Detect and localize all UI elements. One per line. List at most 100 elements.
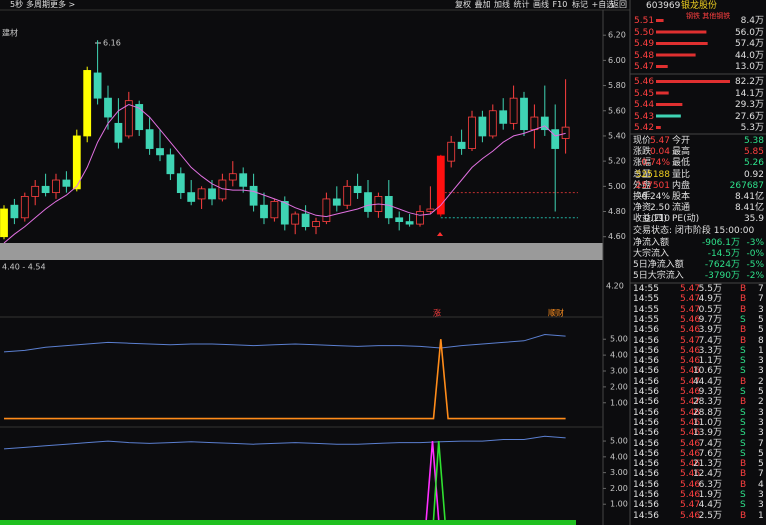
- toolbar-button[interactable]: 多周期: [26, 0, 50, 9]
- toolbar-button[interactable]: 标记: [572, 0, 588, 9]
- trade-volume: 1.9万: [698, 490, 722, 500]
- toolbar-button[interactable]: 加线: [494, 0, 510, 9]
- toolbar-button[interactable]: 复权: [455, 0, 471, 9]
- y-tick-label: 4.00: [610, 351, 628, 360]
- trade-volume: 10.6万: [692, 366, 722, 377]
- candle-body: [499, 110, 508, 124]
- candle-body: [176, 173, 185, 194]
- trade-volume: 3.3万: [698, 345, 722, 356]
- trade-count: 5: [758, 325, 764, 336]
- candle-body: [52, 179, 60, 194]
- candle-body: [104, 97, 112, 118]
- trade-count: 3: [758, 428, 764, 439]
- trade-side: B: [740, 304, 747, 315]
- order-price: 5.46: [634, 77, 655, 87]
- stat-value: 5.47: [649, 136, 670, 146]
- order-volume: 5.3万: [740, 123, 764, 133]
- trade-time: 14:56: [633, 376, 659, 387]
- trade-count: 7: [758, 469, 764, 480]
- candle-body: [343, 185, 352, 206]
- candle-body: [72, 135, 81, 190]
- candle-body: [187, 192, 196, 202]
- trade-side: B: [740, 335, 747, 346]
- candle-body: [62, 179, 71, 187]
- trade-count: 5: [758, 387, 764, 397]
- flow-value: -3790万: [704, 271, 740, 281]
- candle-body: [301, 213, 310, 228]
- flow-pct: -0%: [746, 249, 764, 259]
- trade-volume: 3.9万: [698, 325, 722, 336]
- toolbar-button[interactable]: 统计: [513, 0, 530, 9]
- trade-volume: 12.4万: [692, 469, 722, 480]
- toolbar-button[interactable]: 更多 >: [50, 0, 76, 9]
- order-volume: 29.3万: [734, 100, 764, 110]
- y-tick-label: 2.00: [610, 484, 628, 493]
- stat-value: 8.41亿: [734, 203, 764, 214]
- trade-time: 14:56: [633, 387, 659, 397]
- toolbar-button[interactable]: 返回: [611, 0, 627, 9]
- toolbar-button[interactable]: F10: [552, 0, 568, 9]
- trade-price: 5.47: [680, 397, 701, 408]
- order-volume: 27.6万: [734, 111, 764, 122]
- trade-price: 5.46: [680, 469, 701, 480]
- y-tick-label: 5.00: [610, 437, 628, 446]
- stat-label: 涨幅: [633, 158, 652, 169]
- candle-body: [405, 221, 414, 225]
- candle-body: [249, 185, 258, 206]
- candle-body: [124, 100, 133, 137]
- trade-count: 5: [758, 314, 764, 325]
- order-price: 5.49: [634, 39, 655, 49]
- trade-side: B: [740, 469, 747, 480]
- stat-label: 最低: [672, 158, 691, 169]
- order-price: 5.50: [634, 27, 655, 38]
- order-volume: 13.0万: [734, 62, 764, 72]
- candle-body: [20, 195, 29, 219]
- signal-arrow: [437, 232, 443, 236]
- order-bar: [656, 30, 707, 34]
- candle-body: [166, 154, 175, 175]
- stat-value: 0.92: [743, 169, 764, 180]
- stat-value: 5.85: [743, 147, 764, 158]
- stat-value: 525188: [635, 169, 670, 180]
- order-bar: [656, 65, 668, 68]
- trade-time: 14:56: [633, 366, 659, 377]
- toolbar-button[interactable]: 画线: [533, 0, 549, 9]
- trade-price: 5.46: [680, 325, 701, 336]
- trade-price: 5.47: [680, 304, 701, 315]
- trade-volume: 13.9万: [692, 428, 722, 439]
- trade-price: 5.46: [680, 459, 701, 470]
- order-bar: [656, 80, 730, 83]
- trade-count: 1: [758, 345, 764, 356]
- toolbar-button[interactable]: 5秒: [10, 0, 24, 9]
- stat-label: 股本: [672, 192, 691, 202]
- trade-side: S: [740, 407, 746, 418]
- trade-side: B: [740, 459, 747, 470]
- trade-count: 3: [758, 490, 764, 500]
- stat-label: 收益(四): [633, 214, 668, 225]
- trade-count: 5: [758, 459, 764, 470]
- y-tick-label: 5.20: [608, 157, 626, 166]
- trade-time: 14:56: [633, 356, 659, 367]
- order-price: 5.48: [634, 50, 655, 61]
- candle-body: [156, 148, 164, 156]
- y-tick-label: 2.00: [610, 382, 628, 391]
- flow-label: 5日净流入额: [633, 260, 684, 270]
- trade-side: S: [740, 438, 746, 449]
- trade-time: 14:56: [633, 469, 659, 480]
- trade-time: 14:56: [633, 428, 659, 439]
- trade-volume: 7.6万: [698, 448, 722, 459]
- stat-label: 内盘: [672, 180, 691, 191]
- toolbar-button[interactable]: +自选: [591, 0, 615, 9]
- order-price: 5.43: [634, 111, 655, 122]
- y-tick-label: 5.60: [608, 106, 626, 115]
- flow-label: 大宗流入: [633, 249, 670, 259]
- trade-price: 5.46: [680, 510, 701, 521]
- toolbar-button[interactable]: 叠加: [474, 0, 491, 9]
- trade-price: 5.46: [680, 366, 701, 377]
- volume-band: [0, 243, 603, 260]
- candle-body: [384, 195, 393, 219]
- candle-body: [280, 201, 289, 225]
- trade-price: 5.46: [680, 448, 701, 459]
- stat-label: 今开: [672, 136, 691, 146]
- indicator-line: [3, 435, 566, 450]
